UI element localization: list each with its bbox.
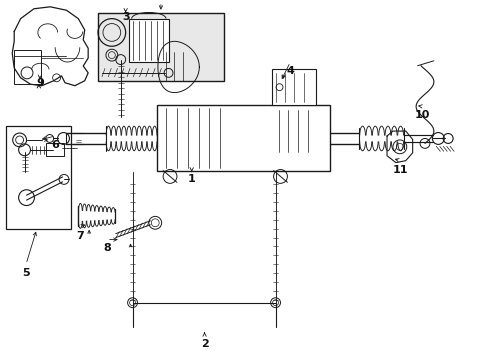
Text: 2: 2: [200, 339, 208, 349]
Text: 7: 7: [76, 231, 83, 240]
Bar: [98, 13, 224, 81]
Bar: [271, 69, 315, 105]
Bar: [46, 143, 63, 156]
Text: 8: 8: [103, 243, 111, 253]
Bar: [157, 105, 329, 171]
Text: 3: 3: [122, 12, 129, 22]
Bar: [14, 50, 41, 84]
Bar: [128, 19, 169, 62]
Text: 6: 6: [52, 140, 60, 150]
Text: 5: 5: [22, 268, 30, 278]
Text: 1: 1: [187, 174, 195, 184]
Text: 11: 11: [392, 165, 407, 175]
Bar: [6, 126, 71, 229]
Text: 9: 9: [36, 78, 44, 88]
Text: 4: 4: [286, 66, 294, 76]
Text: 10: 10: [414, 110, 429, 120]
Bar: [275, 82, 291, 93]
